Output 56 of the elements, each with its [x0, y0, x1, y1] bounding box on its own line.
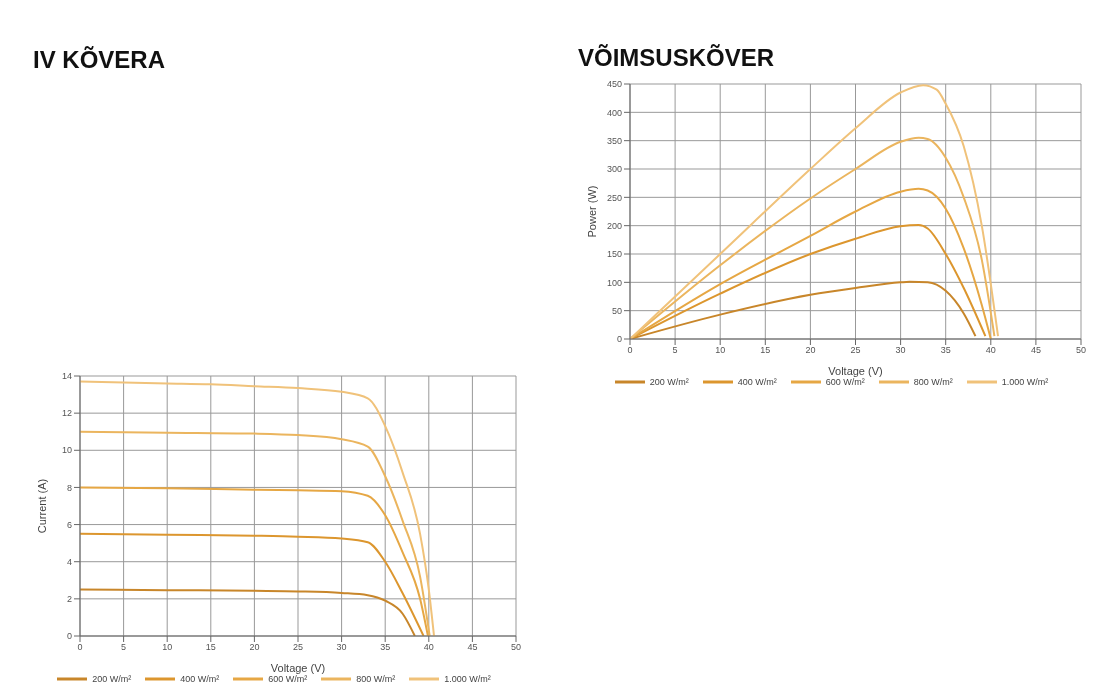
y-axis-title: Current (A) [35, 478, 48, 534]
y-tick-label: 400 [606, 107, 622, 118]
x-tick-label: 40 [985, 345, 996, 356]
y-tick-label: 4 [66, 556, 72, 567]
x-tick-label: 35 [940, 345, 951, 356]
x-tick-label: 10 [715, 345, 726, 356]
x-tick-label: 15 [760, 345, 771, 356]
x-tick-label: 10 [162, 642, 173, 653]
x-tick-label: 0 [627, 345, 633, 356]
x-axis-title: Voltage (V) [828, 365, 883, 377]
x-tick-label: 30 [895, 345, 906, 356]
x-tick-label: 5 [121, 642, 127, 653]
x-tick-label: 30 [336, 642, 347, 653]
x-tick-label: 35 [380, 642, 391, 653]
legend-label: 1.000 W/m² [1001, 377, 1049, 387]
x-tick-label: 45 [1030, 345, 1041, 356]
x-tick-label: 5 [672, 345, 678, 356]
y-tick-label: 50 [611, 305, 622, 316]
y-tick-label: 0 [66, 631, 72, 642]
y-tick-label: 350 [606, 135, 622, 146]
x-tick-label: 50 [510, 642, 522, 653]
chart-title: IV KÕVERA [33, 46, 166, 74]
legend-label: 600 W/m² [825, 377, 865, 387]
legend-label: 1.000 W/m² [444, 674, 491, 684]
legend-label: 800 W/m² [356, 674, 396, 684]
x-tick-label: 20 [805, 345, 816, 356]
legend-label: 400 W/m² [737, 377, 777, 387]
x-tick-label: 20 [249, 642, 260, 653]
y-tick-label: 0 [616, 334, 622, 345]
y-tick-label: 2 [66, 594, 72, 605]
x-axis-title: Voltage (V) [270, 662, 326, 674]
y-tick-label: 150 [606, 249, 622, 260]
y-tick-label: 100 [606, 277, 622, 288]
y-tick-label: 14 [61, 371, 72, 382]
y-tick-label: 450 [606, 79, 622, 90]
legend-label: 400 W/m² [180, 674, 220, 684]
legend-label: 200 W/m² [649, 377, 689, 387]
x-tick-label: 40 [423, 642, 434, 653]
x-tick-label: 0 [77, 642, 83, 653]
y-tick-label: 200 [606, 220, 622, 231]
y-tick-label: 300 [606, 164, 622, 175]
x-tick-label: 25 [292, 642, 304, 653]
y-axis-title: Power (W) [585, 185, 598, 238]
y-tick-label: 8 [66, 482, 72, 493]
legend-label: 200 W/m² [92, 674, 132, 684]
legend-label: 600 W/m² [268, 674, 308, 684]
x-tick-label: 25 [850, 345, 861, 356]
x-tick-label: 15 [205, 642, 216, 653]
y-tick-label: 6 [66, 519, 72, 530]
y-tick-label: 12 [61, 408, 72, 419]
y-tick-label: 250 [606, 192, 622, 203]
y-tick-label: 10 [61, 445, 72, 456]
chart-title: VÕIMSUSKÕVER [578, 44, 775, 72]
x-tick-label: 45 [467, 642, 478, 653]
legend-label: 800 W/m² [913, 377, 953, 387]
x-tick-label: 50 [1075, 345, 1087, 356]
